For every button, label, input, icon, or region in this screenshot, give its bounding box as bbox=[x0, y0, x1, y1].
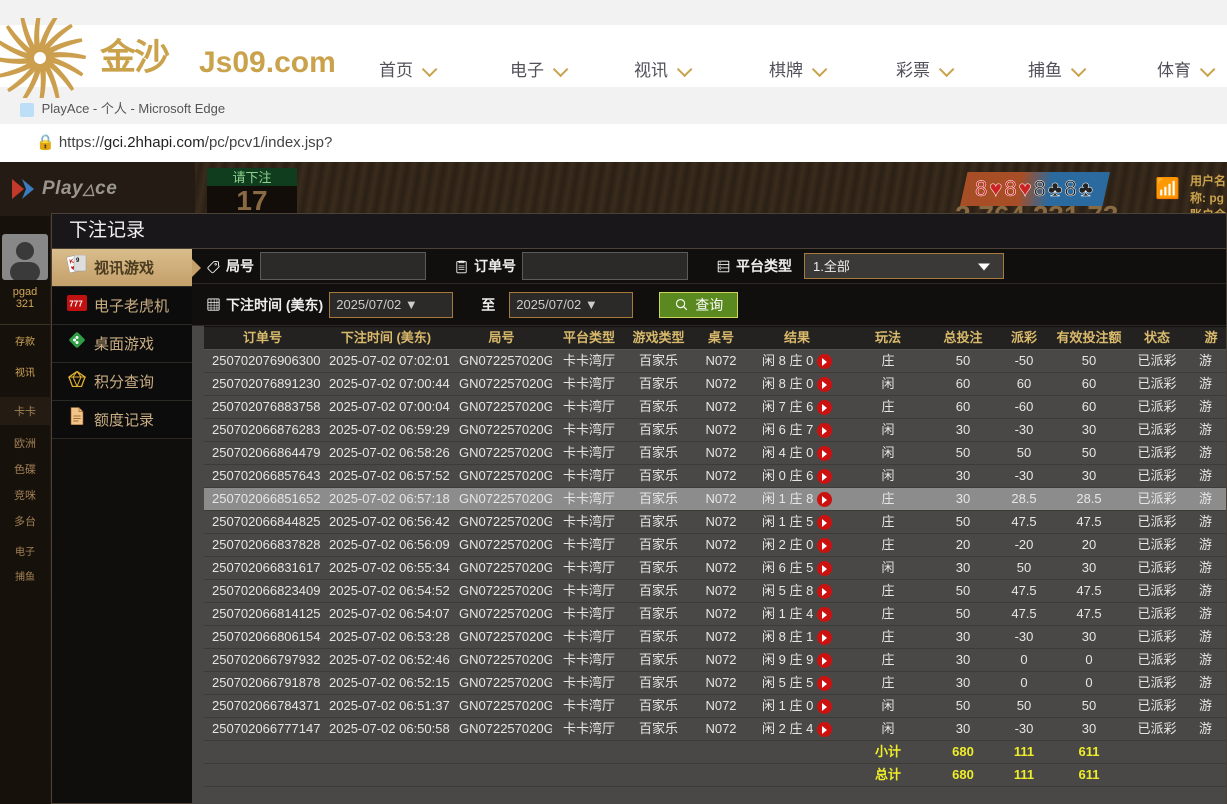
svg-text:777: 777 bbox=[69, 300, 83, 309]
